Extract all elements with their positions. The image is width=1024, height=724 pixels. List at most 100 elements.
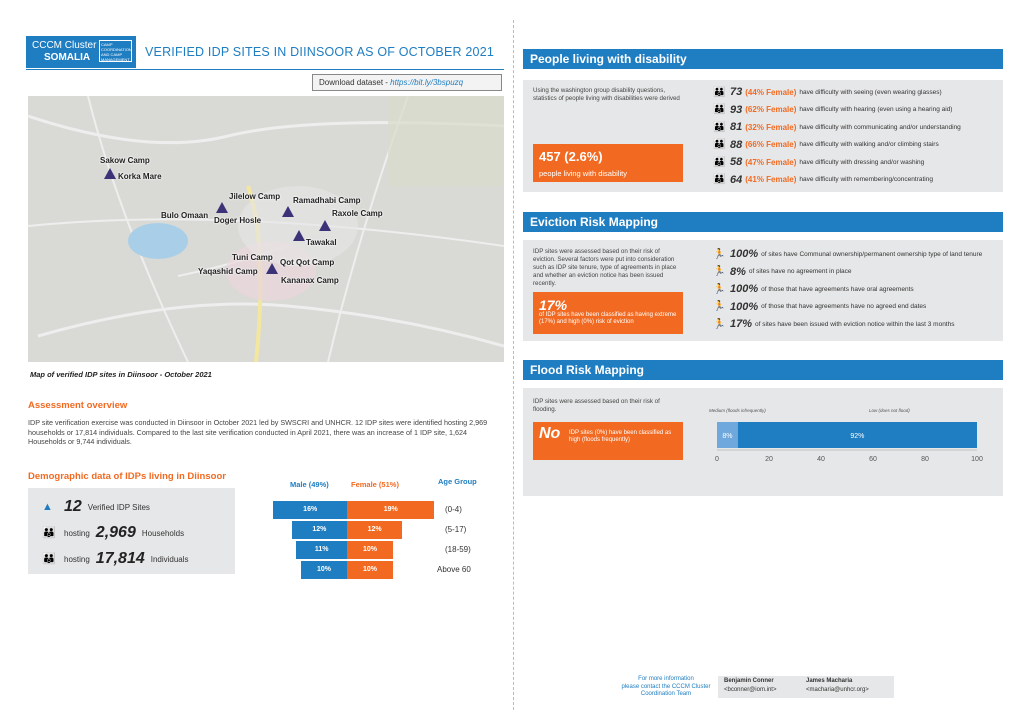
stat-text: of sites have Communal ownership/permane… [761,250,983,258]
stat-female-pct: (62% Female) [745,105,797,114]
demographic-summary-box: ▲ 12 Verified IDP Sites 👪 hosting 2,969 … [28,488,235,574]
disability-stat-row: 👪 64 (41% Female) have difficulty with reme… [713,174,933,186]
stat-text: have difficulty with seeing (even wearin… [799,88,942,96]
eviction-heading: Eviction Risk Mapping [523,212,1003,232]
camp-label-doger-hosle: Doger Hosle [214,216,262,225]
stat-text: have difficulty with remembering/concent… [799,176,933,183]
stat-text: of sites have been issued with eviction … [755,320,955,328]
ind-prefix: hosting [64,554,90,564]
stat-number: 88 [730,138,743,151]
male-header: Male (49%) [290,480,329,489]
camp-marker[interactable] [216,202,228,213]
map-caption: Map of verified IDP sites in Diinsoor - … [30,370,212,379]
assessment-heading: Assessment overview [28,400,128,411]
disability-total-box: 457 (2.6%) people living with disability [533,144,683,182]
camp-marker[interactable] [282,206,294,217]
stat-number: 73 [730,86,743,98]
demographic-heading: Demographic data of IDPs living in Diins… [28,471,226,482]
camp-label-raxole: Raxole Camp [332,209,383,218]
male-bar: 10% [301,561,347,579]
stat-text: of sites have no agreement in place [748,268,852,275]
camp-label-qot-qot: Qot Qot Camp [280,258,335,267]
age-group-label: Above 60 [437,565,471,574]
camp-marker[interactable] [266,263,278,274]
contact2-email[interactable]: <macharia@unhcr.org> [806,687,869,693]
contact1-name: Benjamin Conner [724,678,774,684]
hh-label: Households [141,528,185,538]
flood-x-tick-label: 60 [869,456,877,463]
disability-total-label: people living with disability [539,169,627,178]
title-rule [26,69,504,70]
sites-label: Verified IDP Sites [87,502,150,512]
eviction-icon: 🏃 [713,248,726,260]
camp-label-ramadhabi: Ramadhabi Camp [293,196,361,205]
flood-bar-segment [717,422,738,448]
stat-number: 100% [730,248,759,260]
flood-bar-segment [737,422,977,448]
flood-box-value: No [539,425,561,442]
stat-female-pct: (66% Female) [745,140,797,149]
camp-label-bulo-omaan: Bulo Omaan [161,211,209,220]
camp-marker[interactable] [319,220,331,231]
flood-x-tick-label: 80 [921,456,929,463]
individuals-row: 👪 hosting 17,814 Individuals [42,550,189,568]
camp-marker[interactable] [293,230,305,241]
logo-line1: CCCM Cluster [32,40,97,51]
camp-label-jilelow: Jilelow Camp [229,192,281,201]
camp-label-tuni: Tuni Camp [232,253,273,262]
cccm-logo: CCCM Cluster SOMALIA CAMP COORDINATION A… [26,36,136,68]
flood-legend-label: Medium (floods infrequently) [709,408,766,413]
disability-stat-row: 👪 81 (32% Female) have difficulty with comm… [713,121,961,133]
eviction-box-text: of IDP sites have been classified as hav… [539,312,677,325]
sites-row: ▲ 12 Verified IDP Sites [42,498,150,516]
column-divider [513,20,514,710]
stat-female-pct: (44% Female) [745,87,797,97]
people-icon: 👪 [713,156,726,168]
disability-stat-row: 👪 93 (62% Female) have difficulty with hear… [713,104,952,116]
flood-x-tick-label: 20 [765,456,773,463]
stat-text: of those that have agreements have no ag… [761,303,927,310]
download-dataset-box[interactable]: Download dataset - https://bit.ly/3bspuz… [312,74,502,91]
download-label: Download dataset - [319,78,391,87]
flood-box: No IDP sites (0%) have been classified a… [533,422,683,460]
map-base [28,96,504,362]
sites-value: 12 [64,498,82,515]
male-bar: 12% [291,521,347,539]
contact1-email[interactable]: <bconner@iom.int> [724,687,777,693]
stat-female-pct: (41% Female) [745,175,797,184]
footer-contacts: Benjamin Conner <bconner@iom.int> James … [718,676,894,698]
hh-prefix: hosting [64,528,90,538]
female-bar: 10% [347,561,393,579]
flood-box-text: IDP sites (0%) have been classified as h… [569,430,672,443]
eviction-box-value: 17% [539,297,568,313]
camp-label-tawakal: Tawakal [306,238,337,247]
female-bar: 19% [347,501,435,519]
flood-data-label: 92% [850,433,864,440]
eviction-box: 17% of IDP sites have been classified as… [533,292,683,334]
stat-female-pct: (47% Female) [745,157,797,167]
households-row: 👪 hosting 2,969 Households [42,524,184,542]
male-bar: 11% [296,541,347,559]
flood-heading: Flood Risk Mapping [523,360,1003,380]
stat-text: have difficulty with dressing and/or was… [799,158,925,166]
eviction-icon: 🏃 [713,266,726,277]
eviction-icon: 🏃 [713,301,726,312]
flood-x-tick-label: 40 [817,456,825,463]
ind-label: Individuals [150,554,189,564]
tent-icon: ▲ [42,501,53,513]
male-bar: 16% [273,501,347,519]
age-group-label: (18-59) [445,545,471,554]
camp-marker[interactable] [104,168,116,179]
people-icon: 👪 [713,121,726,133]
camp-label-korka-mare: Korka Mare [118,172,162,181]
flood-legend-label: Low (does not flood) [869,408,910,413]
assessment-text: IDP site verification exercise was condu… [28,418,488,446]
stat-number: 64 [730,173,743,186]
female-header: Female (51%) [351,480,399,489]
contact2-name: James Macharia [806,678,853,684]
eviction-stat-row: 🏃 17% of sites have been issued with evict… [713,318,954,330]
idp-sites-map[interactable]: Sakow Camp Korka Mare Jilelow Camp Bulo … [28,96,504,362]
disability-heading: People living with disability [523,49,1003,69]
download-link[interactable]: https://bit.ly/3bspuzq [390,78,464,87]
stat-number: 17% [730,318,753,330]
